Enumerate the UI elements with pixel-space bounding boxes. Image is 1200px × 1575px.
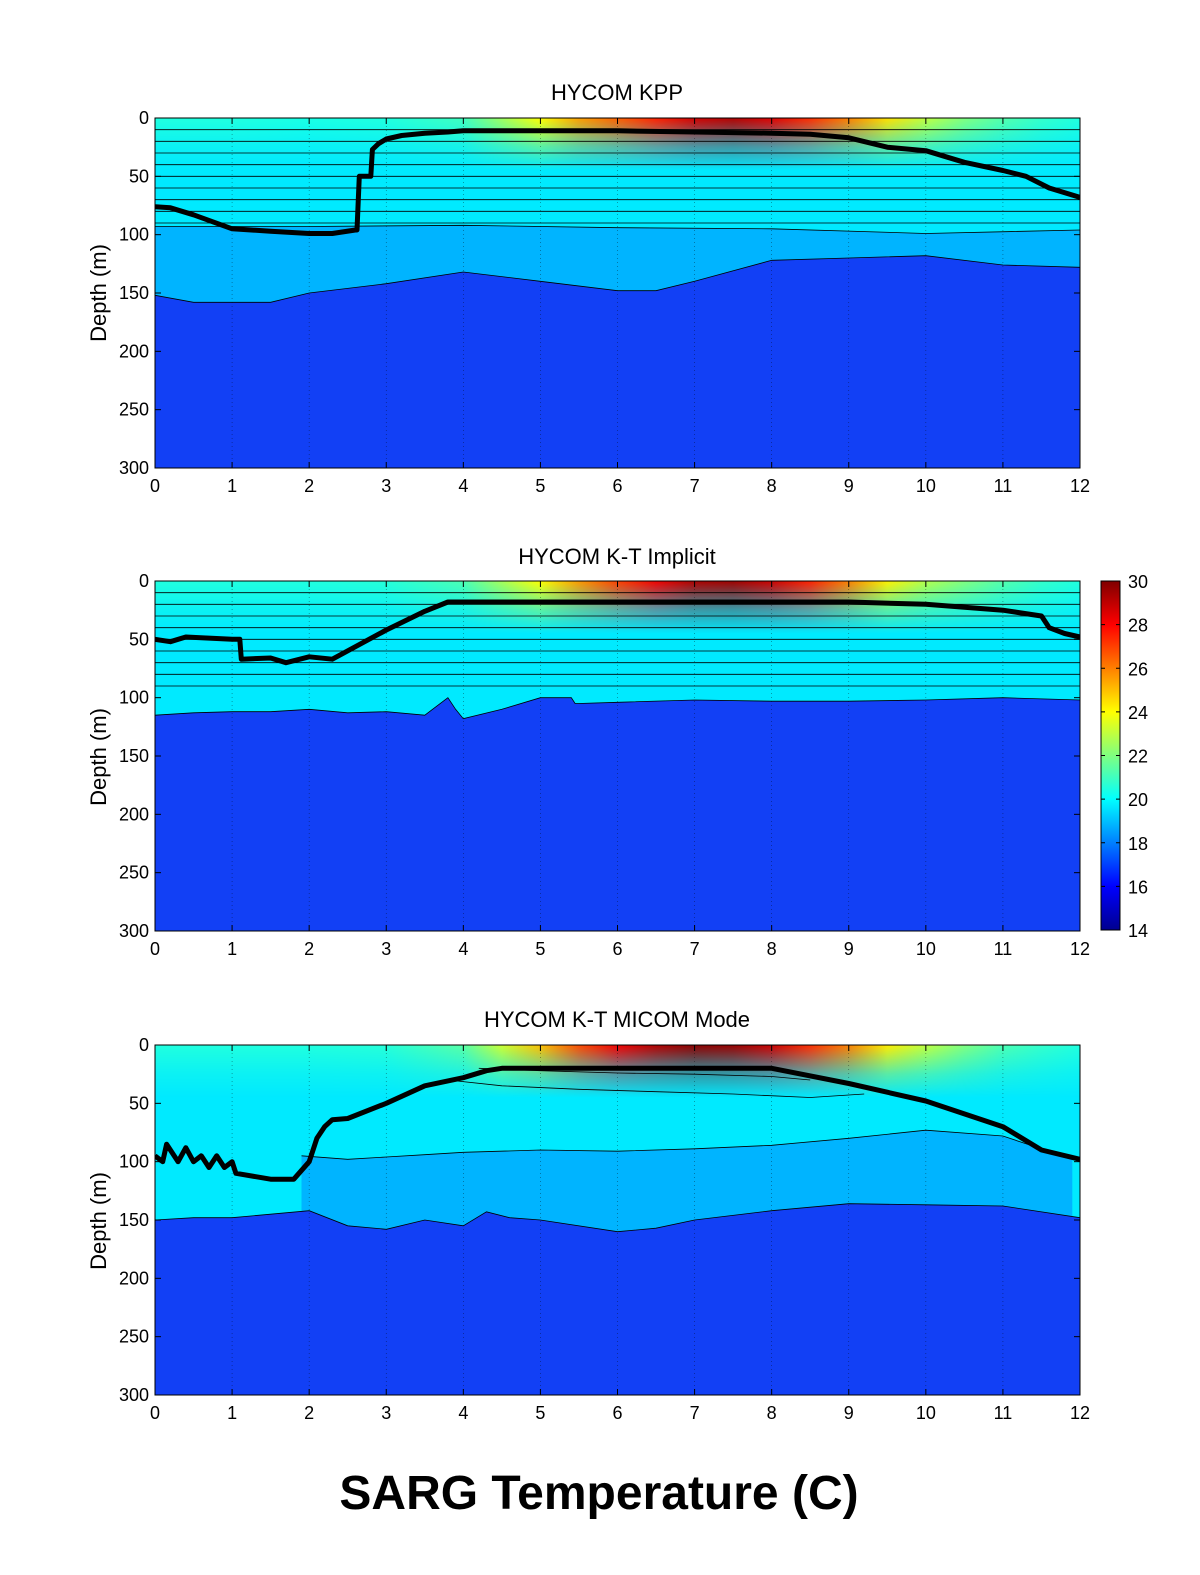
colorbar-tick-label: 20 xyxy=(1128,790,1148,810)
y-tick-label: 250 xyxy=(119,1327,149,1347)
isotherm-17-fill xyxy=(155,697,1080,931)
mixed-layer-depth-line xyxy=(155,599,1080,666)
x-tick-label: 8 xyxy=(767,476,777,496)
x-tick-label: 6 xyxy=(612,939,622,959)
x-tick-label: 7 xyxy=(690,1403,700,1423)
y-tick-label: 0 xyxy=(139,571,149,591)
x-tick-label: 4 xyxy=(458,939,468,959)
isotherm-18-fill xyxy=(155,1203,1080,1395)
temperature-field xyxy=(155,118,1080,468)
y-tick-label: 50 xyxy=(129,629,149,649)
y-tick-label: 300 xyxy=(119,458,149,478)
colorbar-tick-label: 24 xyxy=(1128,703,1148,723)
colorbar-tick-label: 28 xyxy=(1128,616,1148,636)
y-tick-label: 150 xyxy=(119,746,149,766)
x-tick-label: 10 xyxy=(916,1403,936,1423)
x-tick-label: 11 xyxy=(994,476,1013,496)
x-tick-label: 5 xyxy=(535,939,545,959)
y-axis-label: Depth (m) xyxy=(86,1172,111,1270)
y-tick-label: 100 xyxy=(119,225,149,245)
y-tick-label: 300 xyxy=(119,1385,149,1405)
x-tick-label: 2 xyxy=(304,939,314,959)
x-tick-label: 10 xyxy=(916,939,936,959)
y-tick-label: 250 xyxy=(119,400,149,420)
panel-kpp: HYCOM KPP Depth (m) 0 1 2 3 4 5 6 7 8 9 10 11 120501… xyxy=(86,80,1090,496)
x-tick-label: 1 xyxy=(227,476,237,496)
colorbar: 30 28 26 24 22 20 18 16 14 xyxy=(1100,572,1148,941)
x-tick-label: 12 xyxy=(1070,476,1090,496)
x-tick-label: 12 xyxy=(1070,1403,1090,1423)
x-tick-label: 0 xyxy=(150,1403,160,1423)
x-tick-label: 1 xyxy=(227,1403,237,1423)
isotherm-18-contour xyxy=(155,1203,1080,1233)
x-tick-label: 9 xyxy=(844,476,854,496)
panel-title: HYCOM K-T MICOM Mode xyxy=(484,1007,750,1032)
colorbar-tick-label: 26 xyxy=(1128,659,1148,679)
x-tick-label: 8 xyxy=(767,1403,777,1423)
x-tick-label: 0 xyxy=(150,939,160,959)
x-tick-label: 6 xyxy=(612,1403,622,1423)
isotherm-17-contour xyxy=(155,255,1080,303)
colorbar-tick-label: 30 xyxy=(1128,572,1148,592)
x-tick-label: 12 xyxy=(1070,939,1090,959)
x-tick-label: 9 xyxy=(844,1403,854,1423)
figure-title: SARG Temperature (C) xyxy=(339,1467,858,1520)
y-tick-label: 150 xyxy=(119,283,149,303)
x-tick-label: 8 xyxy=(767,939,777,959)
y-tick-label: 100 xyxy=(119,1152,149,1172)
isotherm-17-contour xyxy=(155,697,1080,720)
x-tick-label: 7 xyxy=(690,476,700,496)
colorbar-tick-label: 16 xyxy=(1128,877,1148,897)
x-tick-label: 4 xyxy=(458,1403,468,1423)
y-tick-label: 50 xyxy=(129,166,149,186)
x-tick-label: 9 xyxy=(844,939,854,959)
x-tick-label: 2 xyxy=(304,1403,314,1423)
x-tick-label: 3 xyxy=(381,476,391,496)
mixed-layer-depth-line xyxy=(155,128,1080,236)
y-tick-label: 250 xyxy=(119,863,149,883)
temperature-field xyxy=(155,581,1080,931)
panel-title: HYCOM K-T Implicit xyxy=(518,544,716,569)
y-tick-label: 50 xyxy=(129,1093,149,1113)
x-tick-label: 2 xyxy=(304,476,314,496)
x-tick-label: 11 xyxy=(994,1403,1013,1423)
colorbar-tick-label: 14 xyxy=(1128,921,1148,941)
x-tick-label: 10 xyxy=(916,476,936,496)
y-tick-label: 0 xyxy=(139,1035,149,1055)
panel-title: HYCOM KPP xyxy=(551,80,683,105)
y-tick-label: 0 xyxy=(139,108,149,128)
colorbar-tick-label: 18 xyxy=(1128,834,1148,854)
mixed-layer-depth-line xyxy=(155,1065,1080,1182)
x-tick-label: 7 xyxy=(690,939,700,959)
x-tick-label: 0 xyxy=(150,476,160,496)
colorbar-tick-label: 22 xyxy=(1128,747,1148,767)
x-tick-label: 5 xyxy=(535,476,545,496)
x-tick-label: 11 xyxy=(994,939,1013,959)
y-tick-label: 150 xyxy=(119,1210,149,1230)
y-tick-label: 300 xyxy=(119,921,149,941)
x-tick-label: 3 xyxy=(381,1403,391,1423)
y-axis-label: Depth (m) xyxy=(86,708,111,806)
y-tick-label: 200 xyxy=(119,1268,149,1288)
y-axis-label: Depth (m) xyxy=(86,244,111,342)
x-tick-label: 5 xyxy=(535,1403,545,1423)
y-tick-label: 100 xyxy=(119,688,149,708)
temperature-field xyxy=(155,1045,1080,1395)
x-tick-label: 4 xyxy=(458,476,468,496)
x-tick-label: 1 xyxy=(227,939,237,959)
y-tick-label: 200 xyxy=(119,804,149,824)
y-tick-label: 200 xyxy=(119,341,149,361)
x-tick-label: 3 xyxy=(381,939,391,959)
x-tick-label: 6 xyxy=(612,476,622,496)
isotherm-22-contour xyxy=(447,1079,865,1098)
